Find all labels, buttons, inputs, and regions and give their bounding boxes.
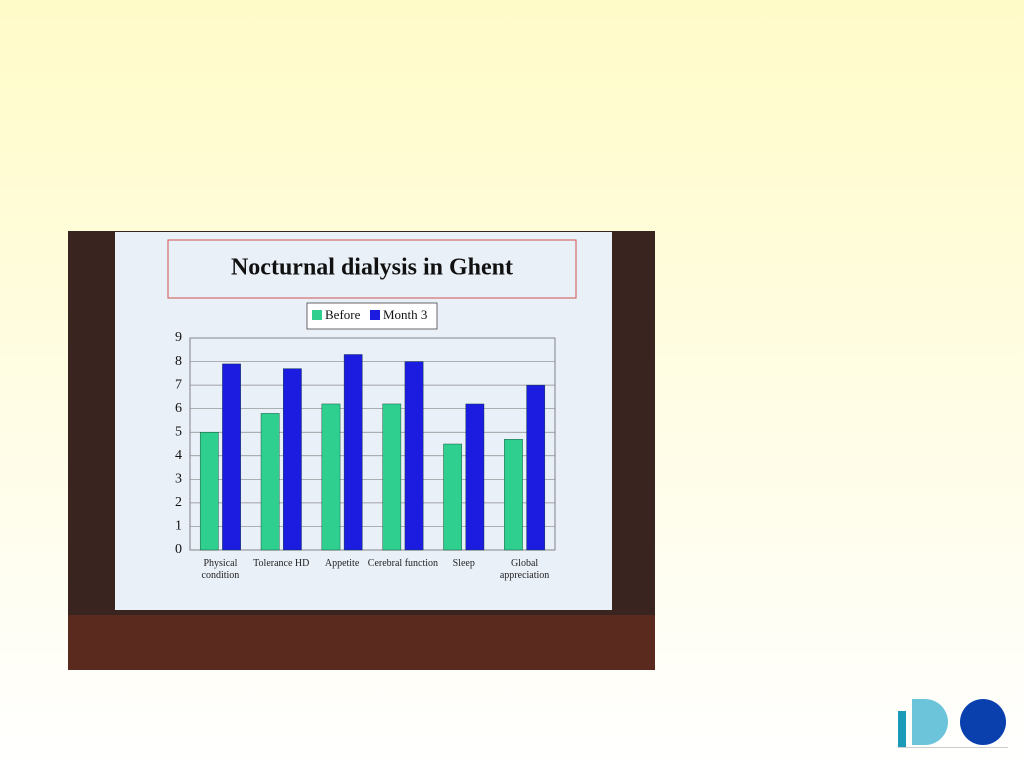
- y-tick-label: 3: [175, 472, 182, 487]
- y-tick-label: 9: [175, 330, 182, 345]
- x-tick-label: Appetite: [324, 558, 360, 569]
- x-tick-label: Physical condition: [201, 558, 240, 581]
- bar: [222, 363, 241, 551]
- x-tick-label-box: Global appreciation: [499, 558, 550, 581]
- bar: [382, 403, 402, 551]
- title-box: [167, 239, 577, 299]
- bar: [343, 354, 363, 551]
- bar: [321, 403, 341, 551]
- y-tick-label: 2: [175, 495, 182, 510]
- bar: [404, 361, 424, 551]
- x-tick-label-box: Physical condition: [201, 558, 240, 581]
- x-tick-label: Cerebral function: [367, 558, 439, 569]
- y-tick-label: 1: [175, 519, 182, 534]
- y-tick-label: 0: [175, 542, 182, 557]
- decor-line: [898, 747, 1008, 748]
- legend-label: Month 3: [383, 307, 427, 322]
- y-tick-label: 4: [175, 448, 182, 463]
- y-tick-label: 5: [175, 424, 182, 439]
- bar: [526, 384, 546, 551]
- decor-circle-light: [912, 699, 948, 745]
- x-tick-label-box: Appetite: [324, 558, 360, 569]
- y-tick-label: 7: [175, 377, 182, 392]
- legend-swatch: [370, 310, 380, 320]
- decor-circle-dark: [960, 699, 1006, 745]
- y-tick-label: 8: [175, 354, 182, 369]
- x-tick-label-box: Sleep: [452, 558, 475, 569]
- decor-bar: [898, 711, 906, 747]
- y-tick-label: 6: [175, 401, 182, 416]
- x-tick-label: Global appreciation: [499, 558, 550, 581]
- bar: [260, 413, 280, 551]
- legend-swatch: [312, 310, 322, 320]
- bar: [465, 403, 485, 551]
- x-tick-label: Sleep: [452, 558, 475, 569]
- x-tick-label-box: Tolerance HD: [253, 558, 310, 569]
- legend-label: Before: [325, 307, 361, 322]
- chart-title: Nocturnal dialysis in Ghent: [231, 255, 513, 281]
- bar: [504, 439, 523, 551]
- x-tick-label-box: Cerebral function: [367, 558, 439, 569]
- bar: [443, 443, 462, 551]
- photo-wall: [68, 615, 655, 670]
- bar: [199, 432, 219, 551]
- x-tick-label: Tolerance HD: [253, 558, 310, 569]
- bar: [283, 368, 302, 551]
